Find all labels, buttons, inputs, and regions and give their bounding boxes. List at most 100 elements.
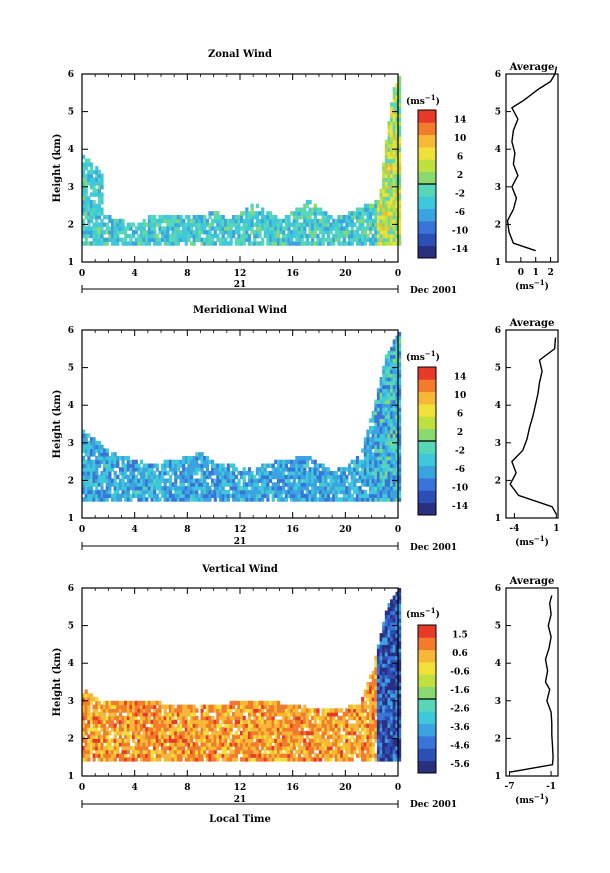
heatmap-cell	[218, 708, 223, 713]
heatmap-cell	[297, 482, 302, 487]
heatmap-cell	[213, 745, 217, 751]
heatmap-cell	[187, 471, 191, 476]
heatmap-cell	[139, 757, 144, 762]
heatmap-cell	[211, 753, 215, 758]
heatmap-cell	[316, 489, 320, 495]
heatmap-cell	[390, 651, 394, 657]
heatmap-cell	[174, 497, 178, 502]
heatmap-cell	[371, 425, 375, 431]
heatmap-cell	[266, 742, 270, 747]
heatmap-cell	[132, 734, 136, 739]
heatmap-cell	[84, 181, 88, 186]
heatmap-cell	[379, 667, 383, 672]
heatmap-cell	[284, 745, 288, 751]
heatmap-cell	[255, 719, 259, 724]
heatmap-cell	[274, 738, 278, 743]
heatmap-cell	[89, 486, 94, 491]
heatmap-cell	[332, 489, 336, 495]
heatmap-cell	[269, 749, 273, 755]
y-tick-label: 4	[68, 659, 74, 669]
heatmap-cell	[276, 704, 281, 709]
colorbar-segment	[418, 502, 436, 516]
heatmap-cell	[179, 478, 183, 483]
heatmap-cell	[326, 474, 331, 480]
heatmap-cell	[129, 708, 133, 713]
heatmap-cell	[87, 177, 91, 182]
heatmap-cell	[195, 218, 199, 224]
heatmap-cell	[366, 437, 370, 442]
heatmap-cell	[95, 448, 99, 453]
heatmap-cell	[303, 207, 307, 212]
heatmap-cell	[245, 734, 249, 739]
heatmap-cell	[240, 497, 244, 502]
heatmap-cell	[395, 358, 399, 363]
heatmap-cell	[221, 226, 225, 231]
heatmap-cell	[89, 211, 94, 216]
heatmap-cell	[374, 410, 378, 416]
heatmap-cell	[232, 474, 236, 480]
heatmap-cell	[342, 734, 346, 739]
heatmap-cell	[334, 237, 338, 242]
heatmap-cell	[221, 719, 225, 724]
heatmap-cell	[87, 474, 91, 480]
heatmap-cell	[166, 215, 170, 220]
heatmap-cell	[395, 83, 399, 88]
heatmap-cell	[395, 636, 399, 642]
heatmap-cell	[208, 745, 212, 751]
heatmap-cell	[111, 715, 115, 721]
heatmap-cell	[274, 486, 278, 491]
heatmap-cell	[295, 757, 299, 762]
heatmap-cell	[387, 670, 391, 676]
heatmap-cell	[379, 429, 383, 434]
colorbar-tick-label: -2.6	[450, 704, 469, 714]
heatmap-cell	[392, 636, 396, 642]
heatmap-cell	[358, 712, 362, 717]
heatmap-cell	[253, 211, 257, 216]
heatmap-cell	[105, 497, 109, 502]
heatmap-cell	[382, 162, 386, 167]
heatmap-cell	[337, 734, 341, 739]
heatmap-cell	[290, 757, 294, 762]
heatmap-cell	[163, 719, 167, 724]
heatmap-cell	[245, 497, 249, 502]
heatmap-cell	[398, 422, 402, 427]
heatmap-cell	[216, 715, 220, 721]
heatmap-cell	[155, 738, 159, 743]
heatmap-cell	[274, 700, 278, 706]
heatmap-cell	[253, 700, 257, 706]
heatmap-cell	[137, 723, 141, 728]
heatmap-cell	[387, 606, 391, 612]
heatmap-cell	[379, 497, 383, 502]
heatmap-cell	[89, 207, 94, 212]
heatmap-cell	[316, 486, 320, 491]
heatmap-cell	[374, 723, 378, 728]
heatmap-cell	[379, 655, 383, 661]
heatmap-cell	[284, 489, 288, 495]
heatmap-cell	[355, 471, 360, 476]
heatmap-cell	[361, 757, 365, 762]
heatmap-cell	[200, 456, 204, 461]
heatmap-cell	[124, 474, 128, 480]
heatmap-cell	[150, 463, 154, 468]
heatmap-cell	[161, 215, 165, 220]
heatmap-cell	[100, 173, 104, 178]
heatmap-cell	[184, 222, 188, 227]
heatmap-cell	[311, 207, 315, 212]
heatmap-cell	[97, 233, 101, 239]
heatmap-cell	[395, 489, 399, 495]
heatmap-cell	[398, 154, 402, 160]
heatmap-cell	[182, 497, 186, 502]
heatmap-cell	[340, 715, 344, 721]
heatmap-cell	[387, 181, 391, 186]
heatmap-cell	[100, 497, 104, 502]
heatmap-cell	[261, 738, 265, 743]
heatmap-cell	[195, 222, 199, 227]
heatmap-cell	[200, 708, 204, 713]
heatmap-cell	[163, 708, 167, 713]
heatmap-cell	[374, 685, 378, 691]
average-profile-line	[509, 337, 557, 515]
heatmap-cell	[129, 233, 133, 239]
heatmap-cell	[390, 109, 394, 115]
heatmap-cell	[232, 742, 236, 747]
